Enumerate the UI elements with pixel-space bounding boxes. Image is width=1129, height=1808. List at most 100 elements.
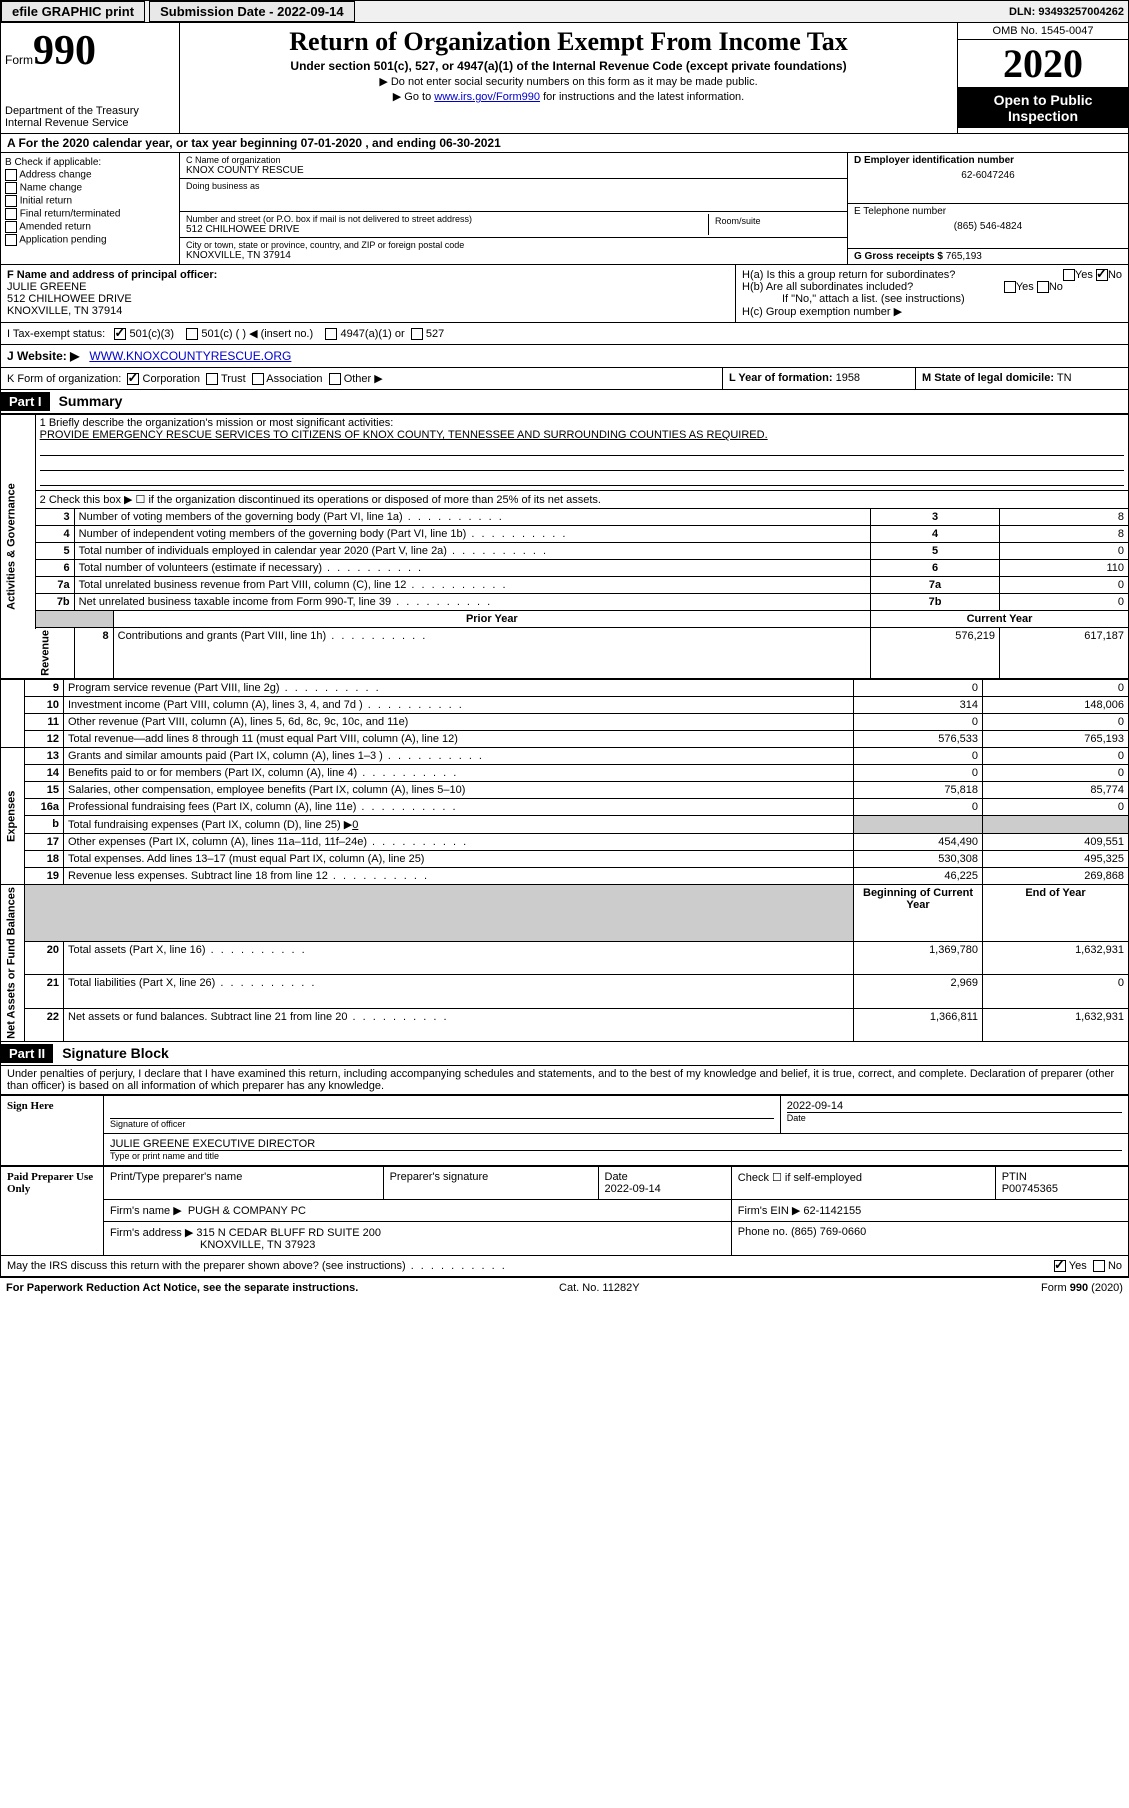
- part-1-header: Part I Summary: [0, 390, 1129, 414]
- vtab-revenue: Revenue: [35, 628, 74, 679]
- website-link[interactable]: WWW.KNOXCOUNTYRESCUE.ORG: [89, 349, 291, 363]
- header-mid: Return of Organization Exempt From Incom…: [180, 23, 957, 133]
- part-1-badge: Part I: [1, 392, 50, 411]
- col-bcy: Beginning of Current Year: [854, 885, 983, 942]
- room-label: Room/suite: [715, 216, 835, 226]
- dept-treasury: Department of the Treasury Internal Reve…: [5, 105, 175, 129]
- phone-value: (865) 546-4824: [854, 221, 1122, 232]
- org-name-value: KNOX COUNTY RESCUE: [186, 165, 841, 176]
- k-assoc-checkbox[interactable]: [252, 373, 264, 385]
- preparer-date-label: Date: [605, 1171, 628, 1183]
- gross-receipts-box: G Gross receipts $ 765,193: [848, 249, 1128, 264]
- table-row: 9Program service revenue (Part VIII, lin…: [1, 680, 1129, 697]
- gross-receipts-value: 765,193: [946, 251, 982, 262]
- row-f-h: F Name and address of principal officer:…: [0, 265, 1129, 323]
- line-2: 2 Check this box ▶ ☐ if the organization…: [35, 491, 1128, 509]
- row-i: I Tax-exempt status: 501(c)(3) 501(c) ( …: [0, 323, 1129, 345]
- address-label: Number and street (or P.O. box if mail i…: [186, 214, 708, 224]
- f-addr: 512 CHILHOWEE DRIVE: [7, 293, 729, 305]
- table-row: 4Number of independent voting members of…: [1, 526, 1129, 543]
- row-klm: K Form of organization: Corporation Trus…: [0, 368, 1129, 390]
- ha-yes-checkbox[interactable]: [1063, 269, 1075, 281]
- ein-box: D Employer identification number 62-6047…: [848, 153, 1128, 204]
- firm-addr2: KNOXVILLE, TN 37923: [110, 1239, 315, 1251]
- part-2-badge: Part II: [1, 1044, 53, 1063]
- i-501c-checkbox[interactable]: [186, 328, 198, 340]
- chk-name-change[interactable]: Name change: [5, 182, 175, 194]
- perjury-statement: Under penalties of perjury, I declare th…: [0, 1066, 1129, 1095]
- i-4947-checkbox[interactable]: [325, 328, 337, 340]
- part-1-title: Summary: [53, 393, 123, 409]
- irs-discuss-row: May the IRS discuss this return with the…: [0, 1256, 1129, 1277]
- discuss-no-checkbox[interactable]: [1093, 1260, 1105, 1272]
- form-number: 990: [33, 28, 96, 74]
- col-eoy: End of Year: [983, 885, 1129, 942]
- officer-name-value: JULIE GREENE EXECUTIVE DIRECTOR: [110, 1138, 1122, 1150]
- top-bar: efile GRAPHIC print Submission Date - 20…: [0, 0, 1129, 23]
- f-city: KNOXVILLE, TN 37914: [7, 305, 729, 317]
- chk-application-pending[interactable]: Application pending: [5, 234, 175, 246]
- chk-final-return[interactable]: Final return/terminated: [5, 208, 175, 220]
- h-a: H(a) Is this a group return for subordin…: [742, 269, 1122, 281]
- k-trust-checkbox[interactable]: [206, 373, 218, 385]
- officer-signature-line[interactable]: Signature of officer: [110, 1118, 774, 1129]
- table-row: 19Revenue less expenses. Subtract line 1…: [1, 868, 1129, 885]
- table-row: 12Total revenue—add lines 8 through 11 (…: [1, 731, 1129, 748]
- table-row: 5Total number of individuals employed in…: [1, 543, 1129, 560]
- h-c: H(c) Group exemption number ▶: [742, 305, 1122, 318]
- entity-right: D Employer identification number 62-6047…: [847, 153, 1128, 264]
- hb-no-checkbox[interactable]: [1037, 281, 1049, 293]
- form-note-link: ▶ Go to www.irs.gov/Form990 for instruct…: [188, 90, 949, 103]
- part-2-title: Signature Block: [56, 1045, 169, 1061]
- f-label: F Name and address of principal officer:: [7, 269, 729, 281]
- i-527-checkbox[interactable]: [411, 328, 423, 340]
- footer-catno: Cat. No. 11282Y: [559, 1282, 640, 1294]
- form-note-ssn: ▶ Do not enter social security numbers o…: [188, 75, 949, 88]
- ha-no-checkbox[interactable]: [1096, 269, 1108, 281]
- vtab-net-assets: Net Assets or Fund Balances: [1, 885, 25, 1042]
- footer-form: Form 990 (2020): [1041, 1282, 1123, 1294]
- note2-post: for instructions and the latest informat…: [540, 91, 744, 103]
- blank-line: [40, 473, 1124, 486]
- table-row: 7bNet unrelated business taxable income …: [1, 594, 1129, 611]
- table-row: 14Benefits paid to or for members (Part …: [1, 765, 1129, 782]
- discuss-yes-checkbox[interactable]: [1054, 1260, 1066, 1272]
- address-value: 512 CHILHOWEE DRIVE: [186, 224, 708, 235]
- k-corp-checkbox[interactable]: [127, 373, 139, 385]
- paid-preparer-table: Paid Preparer Use Only Print/Type prepar…: [0, 1166, 1129, 1256]
- ein-label: D Employer identification number: [854, 155, 1122, 166]
- ptin-label: PTIN: [1002, 1171, 1027, 1183]
- preparer-date-value: 2022-09-14: [605, 1183, 661, 1195]
- firm-name-value: PUGH & COMPANY PC: [188, 1205, 306, 1217]
- chk-amended-return[interactable]: Amended return: [5, 221, 175, 233]
- chk-initial-return[interactable]: Initial return: [5, 195, 175, 207]
- entity-block: B Check if applicable: Address change Na…: [0, 153, 1129, 265]
- efile-print-button[interactable]: efile GRAPHIC print: [1, 1, 145, 22]
- table-row: 11Other revenue (Part VIII, column (A), …: [1, 714, 1129, 731]
- tax-year: 2020: [958, 40, 1128, 88]
- h-b-note: If "No," attach a list. (see instruction…: [742, 293, 1122, 305]
- submission-date-button[interactable]: Submission Date - 2022-09-14: [149, 1, 355, 22]
- table-row: 6Total number of volunteers (estimate if…: [1, 560, 1129, 577]
- firm-ein-label: Firm's EIN ▶: [738, 1205, 801, 1217]
- hb-yes-checkbox[interactable]: [1004, 281, 1016, 293]
- gross-receipts-label: G Gross receipts $: [854, 251, 943, 262]
- firm-name-label: Firm's name ▶: [110, 1205, 182, 1217]
- firm-phone-label: Phone no.: [738, 1226, 788, 1238]
- l-year-formation: L Year of formation: 1958: [723, 368, 916, 389]
- org-name-box: C Name of organization KNOX COUNTY RESCU…: [180, 153, 847, 179]
- ein-value: 62-6047246: [854, 170, 1122, 181]
- j-label: J Website: ▶: [7, 349, 79, 363]
- col-headers: Prior YearCurrent Year: [1, 611, 1129, 628]
- header-right: OMB No. 1545-0047 2020 Open to Public In…: [957, 23, 1128, 133]
- self-employed-check[interactable]: Check ☐ if self-employed: [731, 1166, 995, 1199]
- m-state-domicile: M State of legal domicile: TN: [916, 368, 1128, 389]
- chk-address-change[interactable]: Address change: [5, 169, 175, 181]
- irs-discuss-question: May the IRS discuss this return with the…: [7, 1260, 507, 1272]
- form990-link[interactable]: www.irs.gov/Form990: [434, 91, 540, 103]
- k-other-checkbox[interactable]: [329, 373, 341, 385]
- city-value: KNOXVILLE, TN 37914: [186, 250, 841, 261]
- org-name-label: C Name of organization: [186, 155, 841, 165]
- i-501c3-checkbox[interactable]: [114, 328, 126, 340]
- summary-table: Activities & Governance 1 Briefly descri…: [0, 414, 1129, 679]
